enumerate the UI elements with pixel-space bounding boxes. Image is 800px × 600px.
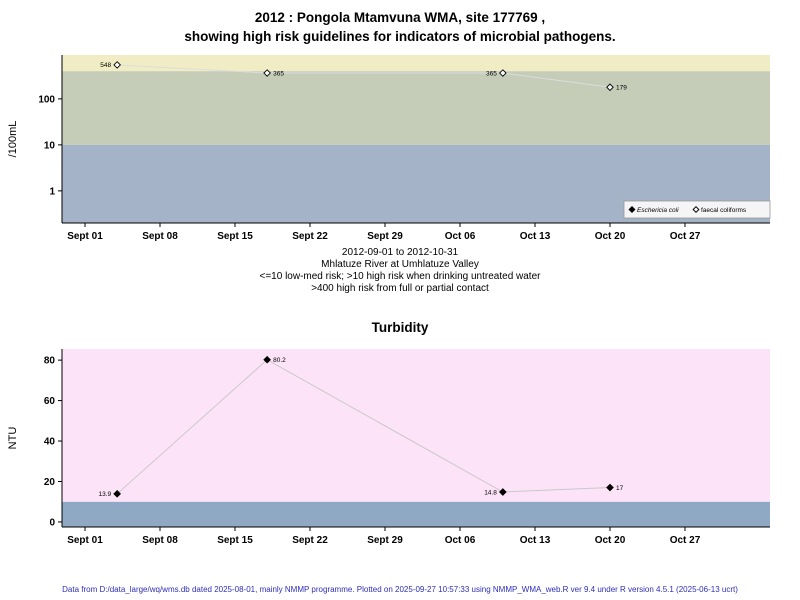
x-tick-label: Oct 27: [670, 231, 701, 242]
legend-label-faecal-coliforms: faecal coliforms: [701, 207, 747, 214]
x-tick-label: Sept 29: [367, 535, 403, 546]
x-tick-label: Sept 29: [367, 231, 403, 242]
y-axis-label: /100mL: [7, 121, 19, 158]
y-tick-label: 80: [44, 356, 56, 367]
x-tick-label: Oct 06: [445, 535, 476, 546]
y-tick-label: 10: [44, 140, 56, 151]
data-point: [499, 488, 507, 496]
y-tick-label: 0: [49, 517, 55, 528]
turbidity-title: Turbidity: [371, 320, 429, 335]
data-point-label: 17: [616, 485, 624, 492]
y-tick-label: 100: [38, 94, 55, 105]
main-title-line2: showing high risk guidelines for indicat…: [184, 29, 616, 44]
data-point-label: 365: [273, 70, 284, 77]
data-point-label: 80.2: [273, 357, 286, 364]
y-axis-label: NTU: [7, 427, 19, 450]
data-point: [606, 83, 614, 92]
data-point-label: 14.8: [484, 489, 497, 496]
data-point-label: 548: [100, 62, 111, 69]
main-title-line1: 2012 : Pongola Mtamvuna WMA, site 177769…: [254, 10, 546, 25]
data-point-label: 13.9: [98, 491, 111, 498]
band-high-turbidity: [62, 349, 770, 502]
x-tick-label: Oct 20: [595, 535, 626, 546]
footer-note: Data from D:/data_large/wq/wms.db dated …: [62, 585, 738, 594]
y-tick-label: 60: [44, 396, 56, 407]
x-tick-label: Oct 13: [520, 231, 551, 242]
y-tick-label: 20: [44, 477, 56, 488]
band-high-risk-drinking: [62, 71, 770, 145]
data-point-label: 365: [486, 70, 497, 77]
band-high-risk-contact: [62, 55, 770, 72]
caption-risk-contact: >400 high risk from full or partial cont…: [311, 283, 489, 294]
series-line: [116, 359, 611, 495]
caption-risk-drinking: <=10 low-med risk; >10 high risk when dr…: [259, 271, 541, 282]
data-point: [499, 69, 507, 77]
y-tick-label: 1: [49, 186, 55, 197]
data-point: [113, 61, 121, 69]
x-tick-label: Sept 08: [142, 535, 178, 546]
main-title: 2012 : Pongola Mtamvuna WMA, site 177769…: [0, 8, 800, 46]
legend-label-ecoli: Eschericia coli: [637, 207, 679, 214]
pathogens-chart: 100 10 1 Sept 01 Sept 08 Sept 15 Sept 22 Sept 2…: [7, 55, 771, 242]
data-point-label: 179: [616, 85, 627, 92]
x-tick-label: Oct 20: [595, 231, 626, 242]
caption-site-name: Mhlatuze River at Umhlatuze Valley: [321, 259, 479, 270]
x-tick-label: Sept 22: [292, 535, 328, 546]
legend-open-diamond-icon: [692, 205, 700, 214]
data-point: [263, 355, 271, 364]
series-line: [117, 64, 611, 88]
data-point: [263, 69, 271, 77]
x-tick-label: Oct 13: [520, 535, 551, 546]
band-low-turbidity: [62, 501, 770, 527]
x-tick-label: Sept 08: [142, 231, 178, 242]
x-tick-label: Oct 06: [445, 231, 476, 242]
caption-date-range: 2012-09-01 to 2012-10-31: [341, 247, 459, 258]
data-point: [606, 483, 614, 492]
y-tick-label: 40: [44, 437, 56, 448]
x-tick-label: Sept 22: [292, 231, 328, 242]
x-tick-label: Sept 01: [67, 535, 103, 546]
turbidity-chart: 0 20 40 60 80 Sept 01 Sept 08 Sept 15 Sept 22 Sep…: [7, 349, 770, 546]
x-tick-label: Sept 01: [67, 231, 103, 242]
data-point: [113, 489, 121, 498]
chart-captions: 2012-09-01 to 2012-10-31 Mhlatuze River …: [0, 247, 800, 295]
x-tick-label: Sept 15: [217, 535, 253, 546]
legend-filled-diamond-icon: [628, 205, 636, 214]
x-tick-label: Sept 15: [217, 231, 253, 242]
x-tick-label: Oct 27: [670, 535, 701, 546]
